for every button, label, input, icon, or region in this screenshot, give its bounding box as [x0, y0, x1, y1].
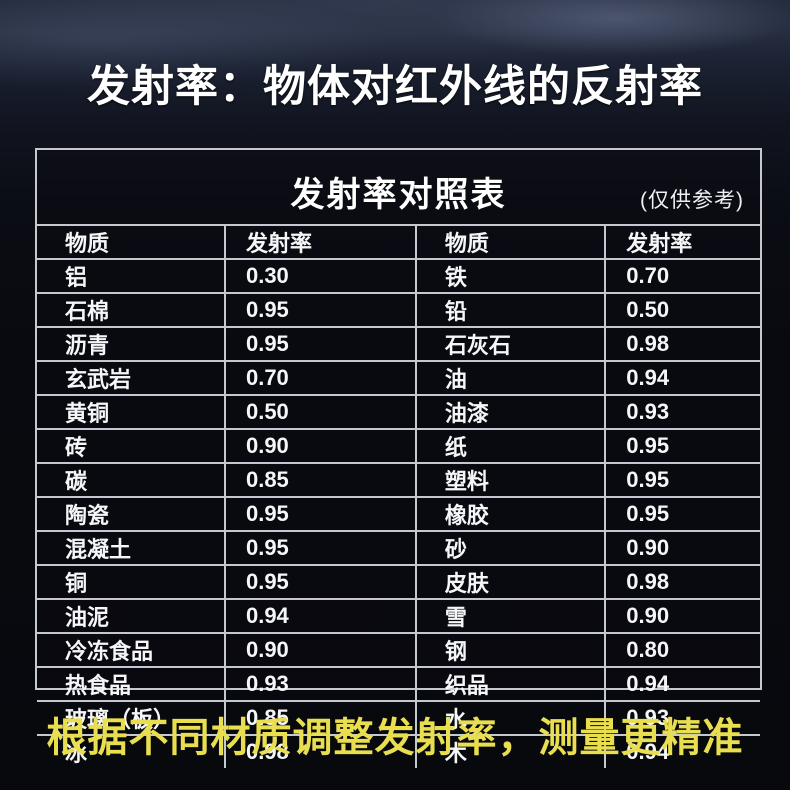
material-cell: 热食品 — [37, 666, 225, 701]
emissivity-cell: 0.50 — [223, 394, 416, 429]
material-cell: 油泥 — [37, 598, 225, 633]
table-title: 发射率对照表 — [290, 176, 507, 214]
material-cell: 纸 — [414, 428, 606, 463]
column-header-material-right: 物质 — [414, 226, 606, 259]
emissivity-cell: 0.95 — [604, 462, 760, 497]
emissivity-cell: 0.90 — [604, 530, 760, 565]
emissivity-table: 发射率对照表 (仅供参考) 物质 发射率 物质 发射率 铝 0.30 铁 0.70 石棉… — [35, 148, 762, 768]
material-cell: 砖 — [37, 428, 225, 463]
column-header-emissivity-left: 发射率 — [223, 226, 416, 259]
emissivity-cell: 0.90 — [223, 428, 416, 463]
column-header-material-left: 物质 — [65, 231, 110, 256]
emissivity-cell: 0.95 — [604, 496, 760, 531]
emissivity-cell: 0.94 — [604, 360, 760, 395]
emissivity-data-table: 物质 发射率 物质 发射率 铝 0.30 铁 0.70 石棉 0.95 铅 0.50 沥青 0.9… — [37, 226, 760, 768]
emissivity-cell: 0.93 — [604, 394, 760, 429]
material-cell: 玻璃（板） — [37, 700, 225, 735]
table-row: 玻璃（板） 0.85 水 0.93 — [37, 700, 760, 735]
material-cell: 橡胶 — [414, 496, 606, 531]
emissivity-cell: 0.94 — [604, 734, 760, 768]
material-cell: 塑料 — [414, 462, 606, 497]
table-row: 陶瓷 0.95 橡胶 0.95 — [37, 496, 760, 531]
table-row: 混凝土 0.95 砂 0.90 — [37, 530, 760, 565]
table-row: 热食品 0.93 织品 0.94 — [37, 666, 760, 701]
table-row: 玄武岩 0.70 油 0.94 — [37, 360, 760, 395]
footer-note: 根据不同材质调整发射率，测量更精准 — [46, 716, 744, 760]
emissivity-cell: 0.94 — [223, 598, 416, 633]
material-cell: 沥青 — [37, 326, 225, 361]
emissivity-cell: 0.95 — [604, 428, 760, 463]
material-cell: 铜 — [37, 564, 225, 599]
material-cell: 钢 — [414, 632, 606, 667]
material-cell: 混凝土 — [37, 530, 225, 565]
table-row: 石棉 0.95 铅 0.50 — [37, 292, 760, 327]
material-cell: 陶瓷 — [37, 496, 225, 531]
material-cell: 砂 — [414, 530, 606, 565]
emissivity-cell: 0.93 — [604, 700, 760, 735]
material-cell: 黄铜 — [37, 394, 225, 429]
emissivity-cell: 0.90 — [223, 632, 416, 667]
material-cell: 冰 — [37, 734, 225, 768]
table-header: 物质 发射率 物质 发射率 — [37, 226, 760, 259]
emissivity-cell: 0.98 — [604, 564, 760, 599]
emissivity-cell: 0.95 — [223, 326, 416, 361]
table-row: 砖 0.90 纸 0.95 — [37, 428, 760, 463]
material-cell: 石棉 — [37, 292, 225, 327]
material-cell: 油 — [414, 360, 606, 395]
emissivity-cell: 0.95 — [223, 496, 416, 531]
emissivity-cell: 0.50 — [604, 292, 760, 327]
material-cell: 雪 — [414, 598, 606, 633]
emissivity-cell: 0.98 — [223, 734, 416, 768]
emissivity-cell: 0.70 — [604, 258, 760, 293]
material-cell: 油漆 — [414, 394, 606, 429]
emissivity-cell: 0.94 — [604, 666, 760, 701]
material-cell: 碳 — [37, 462, 225, 497]
emissivity-cell: 0.70 — [223, 360, 416, 395]
table-row: 铜 0.95 皮肤 0.98 — [37, 564, 760, 599]
material-cell: 铝 — [37, 258, 225, 293]
table-title-row: 发射率对照表 (仅供参考) — [37, 150, 760, 226]
material-cell: 水 — [414, 700, 606, 735]
column-header-emissivity-right: 发射率 — [604, 226, 760, 259]
emissivity-cell: 0.30 — [223, 258, 416, 293]
emissivity-cell: 0.95 — [223, 292, 416, 327]
table-body: 铝 0.30 铁 0.70 石棉 0.95 铅 0.50 沥青 0.95 石灰石 0.98 玄武岩 0.7… — [37, 258, 760, 768]
material-cell: 织品 — [414, 666, 606, 701]
emissivity-cell: 0.93 — [223, 666, 416, 701]
emissivity-cell: 0.80 — [604, 632, 760, 667]
emissivity-cell: 0.98 — [604, 326, 760, 361]
table-row: 沥青 0.95 石灰石 0.98 — [37, 326, 760, 361]
table-row: 油泥 0.94 雪 0.90 — [37, 598, 760, 633]
page-title: 发射率：物体对红外线的反射率 — [87, 63, 703, 111]
emissivity-cell: 0.90 — [604, 598, 760, 633]
material-cell: 木 — [414, 734, 606, 768]
emissivity-cell: 0.95 — [223, 564, 416, 599]
material-cell: 皮肤 — [414, 564, 606, 599]
emissivity-cell: 0.85 — [223, 700, 416, 735]
emissivity-cell: 0.85 — [223, 462, 416, 497]
table-row: 铝 0.30 铁 0.70 — [37, 258, 760, 293]
table-row: 黄铜 0.50 油漆 0.93 — [37, 394, 760, 429]
header-row: 物质 发射率 物质 发射率 — [37, 226, 760, 259]
table-row: 冰 0.98 木 0.94 — [37, 734, 760, 768]
emissivity-cell: 0.95 — [223, 530, 416, 565]
material-cell: 石灰石 — [414, 326, 606, 361]
table-note: (仅供参考) — [640, 189, 744, 212]
table-row: 碳 0.85 塑料 0.95 — [37, 462, 760, 497]
table-row: 冷冻食品 0.90 钢 0.80 — [37, 632, 760, 667]
material-cell: 铁 — [414, 258, 606, 293]
material-cell: 玄武岩 — [37, 360, 225, 395]
material-cell: 冷冻食品 — [37, 632, 225, 667]
material-cell: 铅 — [414, 292, 606, 327]
